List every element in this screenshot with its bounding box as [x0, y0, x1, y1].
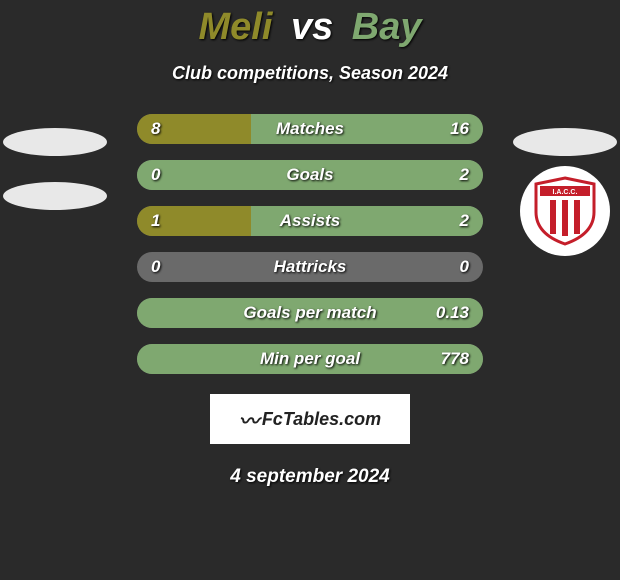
stat-bar: 0Goals2 [137, 160, 483, 190]
subtitle: Club competitions, Season 2024 [0, 63, 620, 84]
svg-text:I.A.C.C.: I.A.C.C. [553, 189, 578, 196]
stat-value-left: 8 [151, 119, 160, 139]
stat-bar: Goals per match0.13 [137, 298, 483, 328]
stat-text-layer: 8Matches16 [137, 114, 483, 144]
team-badge-placeholder [513, 128, 617, 156]
brand-text: FcTables.com [262, 409, 381, 430]
stat-text-layer: 1Assists2 [137, 206, 483, 236]
team-badge-placeholder [3, 128, 107, 156]
stat-value-right: 2 [460, 165, 469, 185]
title-vs: vs [291, 6, 333, 48]
main-content: I.A.C.C. 8Matches160Goals21Assists20Hatt… [0, 114, 620, 374]
stat-value-right: 2 [460, 211, 469, 231]
left-badge-column [0, 114, 110, 210]
stat-bar: 0Hattricks0 [137, 252, 483, 282]
stat-text-layer: 0Hattricks0 [137, 252, 483, 282]
brand-box[interactable]: 〰 FcTables.com [210, 394, 410, 444]
stat-value-left: 0 [151, 165, 160, 185]
stat-value-right: 0.13 [436, 303, 469, 323]
right-badge-column: I.A.C.C. [510, 114, 620, 256]
stat-label: Min per goal [137, 349, 483, 369]
page-title: Meli vs Bay [0, 0, 620, 49]
brand-wave-icon: 〰 [239, 405, 256, 434]
stat-bar: 8Matches16 [137, 114, 483, 144]
stat-value-right: 16 [450, 119, 469, 139]
stat-label: Hattricks [137, 257, 483, 277]
stat-value-right: 778 [441, 349, 469, 369]
date-text: 4 september 2024 [0, 466, 620, 488]
stat-value-right: 0 [460, 257, 469, 277]
title-player1: Meli [198, 6, 272, 48]
stat-text-layer: Goals per match0.13 [137, 298, 483, 328]
stat-label: Goals per match [137, 303, 483, 323]
team-logo: I.A.C.C. [520, 166, 610, 256]
team-badge-placeholder [3, 182, 107, 210]
stat-bar: 1Assists2 [137, 206, 483, 236]
stat-value-left: 1 [151, 211, 160, 231]
stat-text-layer: 0Goals2 [137, 160, 483, 190]
stat-text-layer: Min per goal778 [137, 344, 483, 374]
stat-bar: Min per goal778 [137, 344, 483, 374]
title-player2: Bay [352, 6, 422, 48]
stat-label: Assists [137, 211, 483, 231]
shield-icon: I.A.C.C. [528, 174, 602, 248]
stat-value-left: 0 [151, 257, 160, 277]
stats-bars: 8Matches160Goals21Assists20Hattricks0Goa… [137, 114, 483, 374]
stat-label: Matches [137, 119, 483, 139]
stat-label: Goals [137, 165, 483, 185]
